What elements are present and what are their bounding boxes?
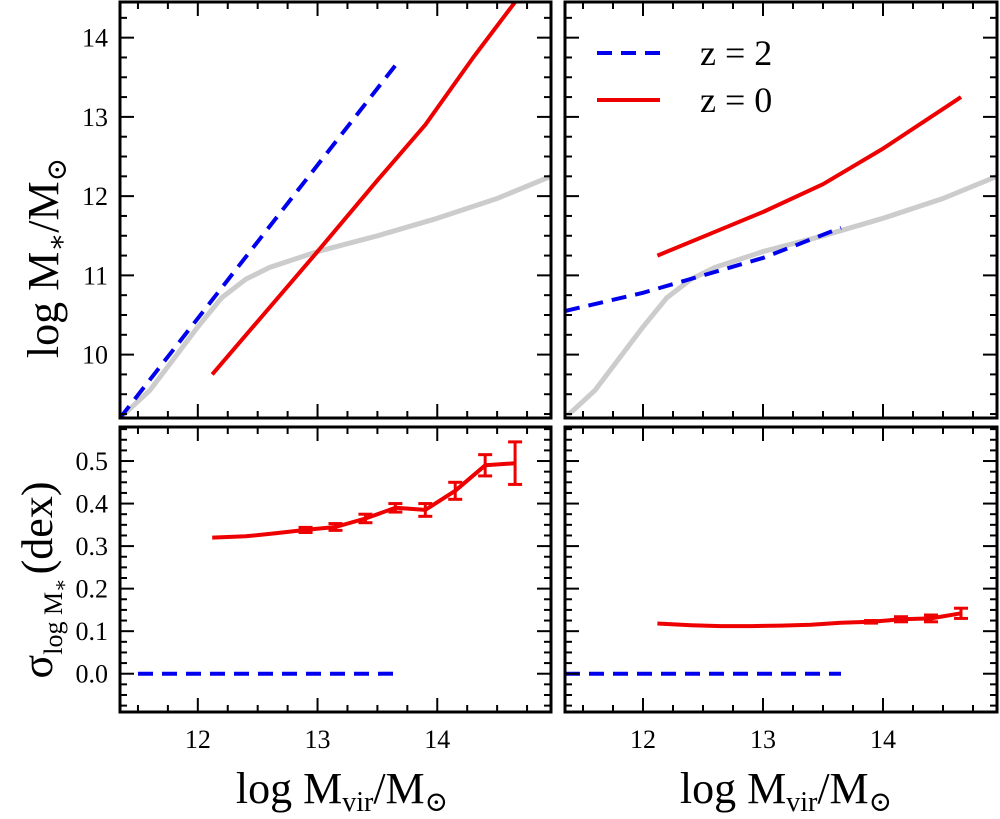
- panel-frame: [563, 0, 999, 420]
- z0-series-line: [212, 461, 516, 540]
- panel-top-right: [563, 0, 999, 420]
- y-tick-label: 0.1: [76, 617, 109, 646]
- z0-series-line: [656, 95, 963, 258]
- panel-frame: [118, 425, 553, 714]
- legend-label-z2: z = 2: [700, 33, 772, 73]
- z0-series-line: [657, 611, 962, 629]
- panel-bottom-left: 12 13 14 0.0 0.1 0.2 0.3 0.4 0.5: [76, 425, 553, 754]
- panel-frame: [118, 0, 553, 420]
- legend: z = 2 z = 0: [597, 33, 772, 120]
- svg-text:log M∗/M⊙: log M∗/M⊙: [19, 158, 73, 358]
- panel-bottom-right: 12 13 14: [563, 425, 999, 754]
- panel-series: [565, 95, 997, 418]
- y-tick-label: 10: [82, 341, 108, 370]
- x-tick-label: 12: [630, 725, 656, 754]
- panel-top-left: 10 11 12 13 14: [82, 0, 553, 420]
- y-tick-label: 0.3: [76, 532, 109, 561]
- y-tick-label: 11: [83, 261, 108, 290]
- y-tick-label: 14: [82, 24, 108, 53]
- x-tick-label: 12: [185, 725, 211, 754]
- reference-line: [120, 173, 551, 418]
- y-tick-label: 0.2: [76, 575, 109, 604]
- y-axis-title-top: log M∗/M⊙: [19, 158, 73, 358]
- y-tick-label: 13: [82, 103, 108, 132]
- reference-line: [565, 173, 997, 418]
- y-tick-label: 0.4: [76, 490, 109, 519]
- x-tick-label: 14: [424, 725, 450, 754]
- z0-series-line: [210, 2, 517, 376]
- x-tick-label: 13: [750, 725, 776, 754]
- x-axis-title-right: log Mvir/M⊙: [680, 764, 892, 814]
- y-tick-label: 12: [82, 182, 108, 211]
- panel-frame: [563, 425, 999, 714]
- x-tick-label: 13: [305, 725, 331, 754]
- legend-label-z0: z = 0: [700, 80, 772, 120]
- y-tick-label: 0.0: [76, 660, 109, 689]
- panel-series: [120, 2, 551, 418]
- y-tick-label: 0.5: [76, 447, 109, 476]
- svg-text:σlog M∗(dex): σlog M∗(dex): [13, 482, 72, 679]
- panel-series: [138, 440, 523, 676]
- panel-series: [565, 606, 968, 676]
- z2-series-line: [565, 225, 842, 313]
- x-axis-title-left: log Mvir/M⊙: [236, 764, 448, 814]
- y-axis-title-bottom: σlog M∗(dex): [13, 482, 72, 679]
- x-tick-label: 14: [870, 725, 896, 754]
- z2-series-line: [120, 64, 397, 418]
